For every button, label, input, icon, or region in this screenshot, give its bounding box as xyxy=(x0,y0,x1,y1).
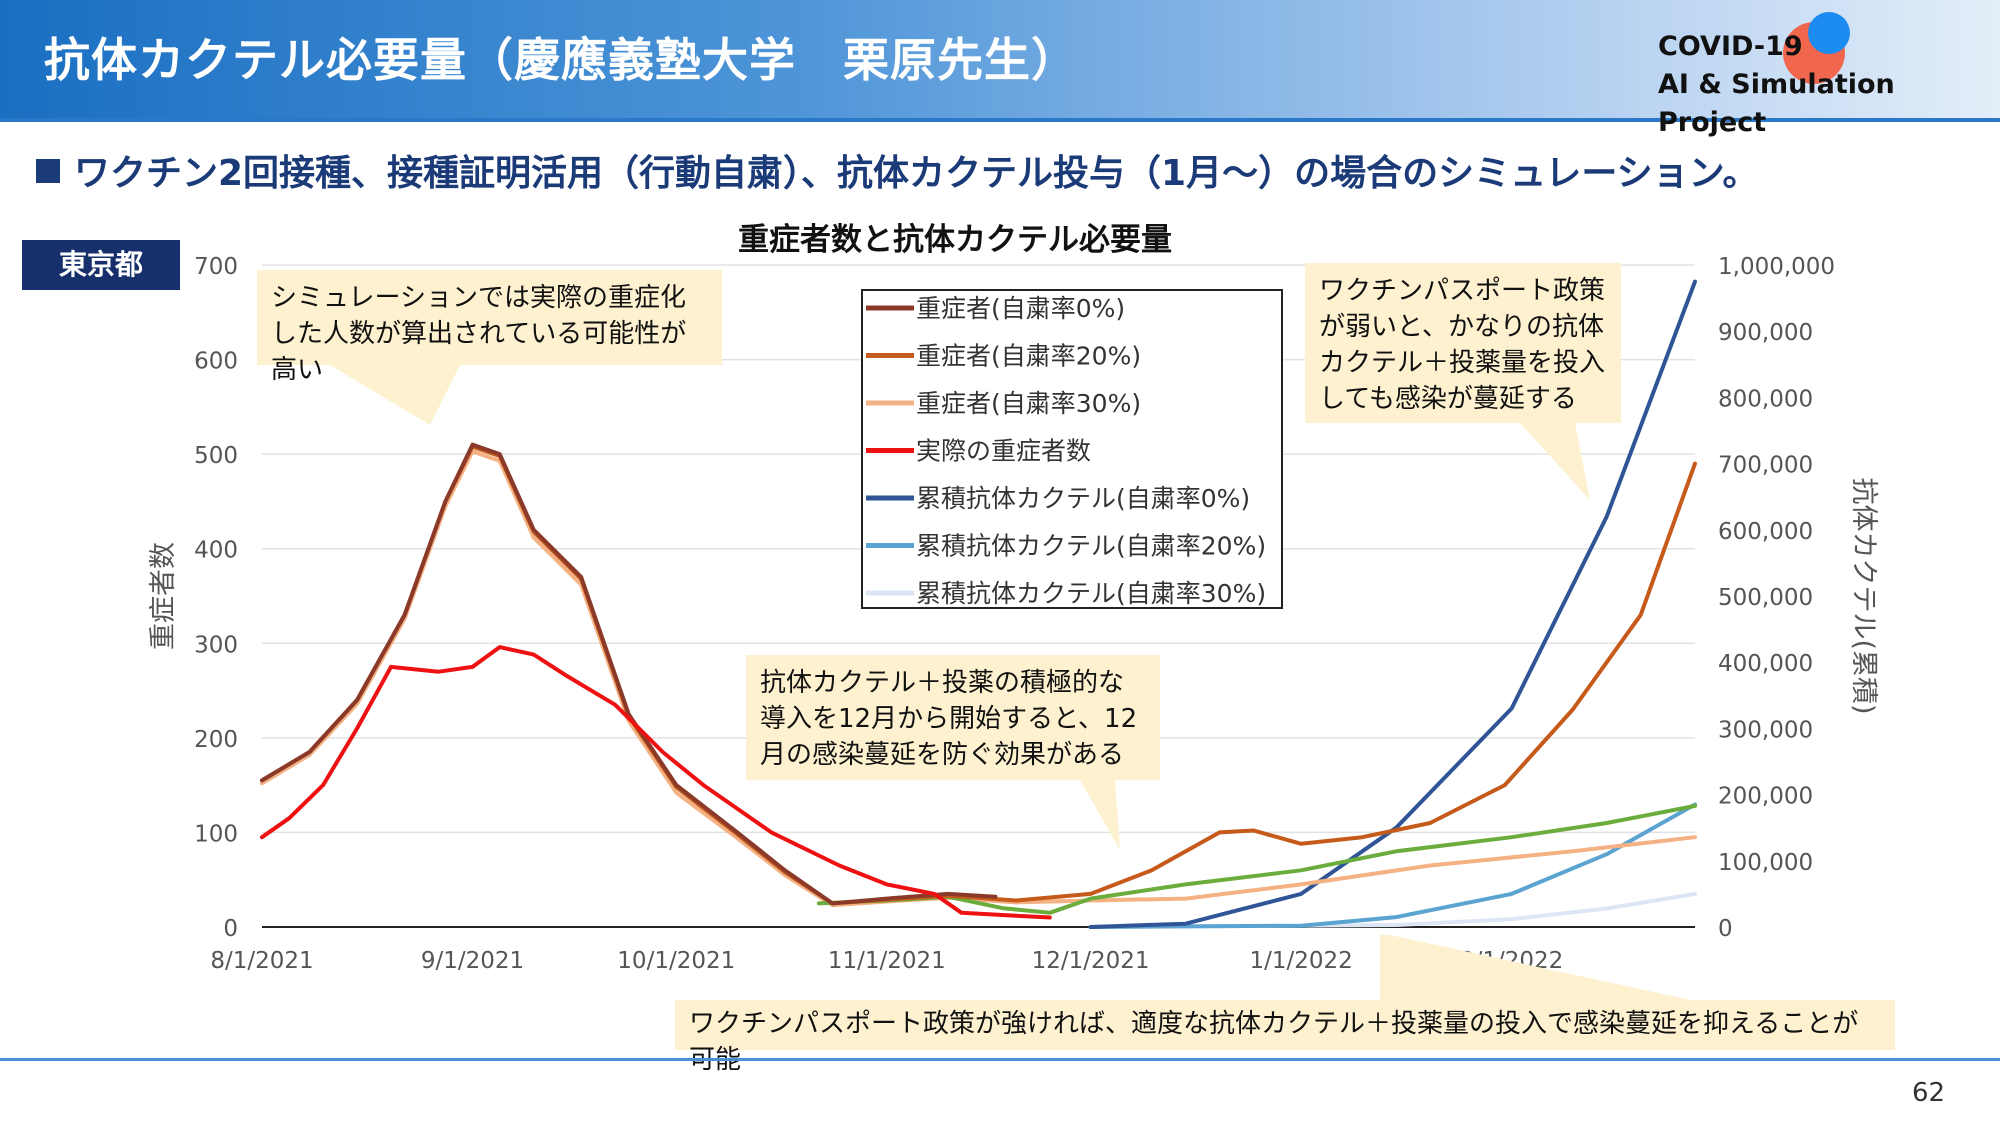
legend-label: 累積抗体カクテル(自粛率20%) xyxy=(916,532,1266,561)
y-tick-label: 500 xyxy=(194,443,238,469)
y2-tick-label: 600,000 xyxy=(1718,519,1813,545)
x-tick-label: 8/1/2021 xyxy=(210,948,313,974)
callout-pointer-top-right xyxy=(1520,423,1590,500)
y-tick-label: 0 xyxy=(223,916,238,942)
logo-line2: AI & Simulation Project xyxy=(1658,69,1895,138)
series-line-3 xyxy=(260,645,1052,920)
footer-divider xyxy=(0,1058,2000,1061)
y2-tick-label: 0 xyxy=(1718,916,1733,942)
y-tick-label: 600 xyxy=(194,349,238,375)
y2-tick-label: 500,000 xyxy=(1718,585,1813,611)
header-bar xyxy=(0,0,2000,118)
y-tick-label: 400 xyxy=(194,538,238,564)
callout-top-left: シミュレーションでは実際の重症化した人数が算出されている可能性が高い xyxy=(257,270,722,385)
y2-tick-label: 400,000 xyxy=(1718,651,1813,677)
bullet-square-icon xyxy=(36,159,60,183)
legend-label: 重症者(自粛率0%) xyxy=(916,294,1125,323)
callout-middle: 抗体カクテル＋投薬の積極的な導入を12月から開始すると、12月の感染蔓延を防ぐ効… xyxy=(746,655,1160,780)
logo-line1: COVID-19 xyxy=(1658,31,1803,62)
y2-tick-label: 900,000 xyxy=(1718,320,1813,346)
legend-label: 累積抗体カクテル(自粛率30%) xyxy=(916,579,1266,608)
subtitle-text: ワクチン2回接種、接種証明活用（行動自粛）、抗体カクテル投与（1月～）の場合のシ… xyxy=(74,153,1759,194)
y2-axis-title: 抗体カクテル(累積) xyxy=(1848,477,1879,714)
legend-label: 累積抗体カクテル(自粛率0%) xyxy=(916,484,1250,513)
logo-dot-blue xyxy=(1808,12,1850,54)
y-tick-label: 700 xyxy=(194,254,238,280)
callout-top-right: ワクチンパスポート政策が弱いと、かなりの抗体カクテル＋投薬量を投入しても感染が蔓… xyxy=(1305,263,1621,423)
y2-tick-label: 100,000 xyxy=(1718,850,1813,876)
callout-pointer-top-left xyxy=(330,365,460,425)
y2-tick-label: 1,000,000 xyxy=(1718,254,1835,280)
x-tick-label: 1/1/2022 xyxy=(1249,948,1352,974)
y-tick-label: 300 xyxy=(194,632,238,658)
legend-label: 重症者(自粛率20%) xyxy=(916,342,1141,371)
chart-title: 重症者数と抗体カクテル必要量 xyxy=(738,222,1172,258)
region-tag: 東京都 xyxy=(22,240,180,290)
legend-label: 重症者(自粛率30%) xyxy=(916,389,1141,418)
series-line-4 xyxy=(1088,279,1697,929)
callout-bottom: ワクチンパスポート政策が強ければ、適度な抗体カクテル＋投薬量の投入で感染蔓延を抑… xyxy=(675,1000,1895,1075)
header-divider xyxy=(0,118,2000,122)
series-line-0 xyxy=(260,442,998,906)
y-tick-label: 100 xyxy=(194,821,238,847)
legend-label: 実際の重症者数 xyxy=(916,437,1091,466)
y-axis-title: 重症者数 xyxy=(148,542,179,650)
callout-pointer-bottom xyxy=(1380,935,1700,1002)
project-logo: COVID-19 AI & Simulation Project xyxy=(1658,28,2000,142)
page-title: 抗体カクテル必要量（慶應義塾大学 栗原先生） xyxy=(44,33,1078,87)
y2-tick-label: 300,000 xyxy=(1718,717,1813,743)
x-tick-label: 12/1/2021 xyxy=(1032,948,1150,974)
y2-tick-label: 700,000 xyxy=(1718,453,1813,479)
page-number: 62 xyxy=(1912,1078,1946,1108)
x-tick-label: 10/1/2021 xyxy=(617,948,735,974)
x-tick-label: 11/1/2021 xyxy=(828,948,946,974)
x-tick-label: 9/1/2021 xyxy=(421,948,524,974)
y-tick-label: 200 xyxy=(194,727,238,753)
legend-box xyxy=(861,289,1283,609)
y2-tick-label: 800,000 xyxy=(1718,386,1813,412)
y2-tick-label: 200,000 xyxy=(1718,784,1813,810)
slide-subtitle: ワクチン2回接種、接種証明活用（行動自粛）、抗体カクテル投与（1月～）の場合のシ… xyxy=(36,144,1759,196)
callout-pointer-middle xyxy=(1080,780,1120,850)
